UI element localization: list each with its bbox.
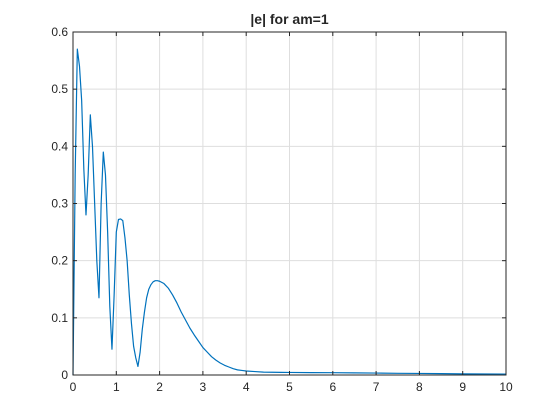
x-tick-label: 8 [416,380,423,394]
y-tick-label: 0.6 [51,25,68,39]
x-tick-label: 9 [459,380,466,394]
x-tick-label: 7 [373,380,380,394]
x-tick-labels: 0 1 2 3 4 5 6 7 8 9 10 [70,380,513,394]
y-tick-label: 0.3 [51,197,68,211]
grid [72,31,507,376]
y-tick-label: 0.5 [51,82,68,96]
x-tick-label: 2 [156,380,163,394]
ticks [72,31,507,376]
x-tick-label: 6 [329,380,336,394]
series-layer [72,48,507,376]
y-tick-label: 0.2 [51,254,68,268]
x-tick-label: 5 [286,380,293,394]
x-tick-label: 3 [200,380,207,394]
x-tick-label: 0 [70,380,77,394]
y-tick-label: 0.1 [51,311,68,325]
y-tick-labels: 0 0.1 0.2 0.3 0.4 0.5 0.6 [51,25,68,382]
x-tick-label: 4 [243,380,250,394]
x-tick-label: 1 [113,380,120,394]
chart-title: |e| for am=1 [250,11,328,27]
x-tick-label: 10 [499,380,513,394]
y-tick-label: 0.4 [51,139,68,153]
y-tick-label: 0 [61,368,68,382]
series-line-0 [72,48,507,376]
